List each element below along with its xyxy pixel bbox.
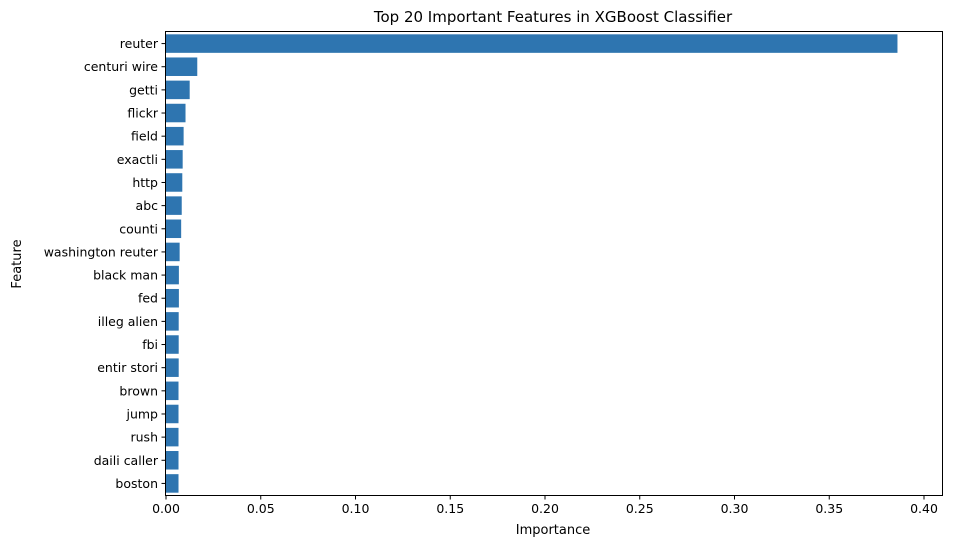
chart-title: Top 20 Important Features in XGBoost Cla… (373, 8, 733, 26)
y-tick-label: washington reuter (44, 244, 159, 259)
bar (166, 103, 186, 123)
x-tick-label: 0.10 (342, 501, 370, 516)
y-tick-label: flickr (127, 106, 158, 121)
bar (166, 427, 179, 447)
bar (166, 451, 179, 470)
x-tick-label: 0.30 (721, 501, 749, 516)
y-tick-label: centuri wire (84, 59, 158, 74)
bar (166, 381, 179, 401)
y-tick-label: black man (93, 268, 158, 283)
bar (166, 173, 183, 192)
x-tick-label: 0.15 (436, 501, 464, 516)
y-tick-label: getti (129, 82, 158, 97)
x-tick-label: 0.35 (815, 501, 843, 516)
bar (166, 312, 179, 331)
x-tick-label: 0.05 (247, 501, 275, 516)
x-axis-label: Importance (516, 523, 591, 538)
bar (166, 219, 182, 239)
y-tick-label: fed (138, 291, 158, 306)
bar (166, 150, 183, 169)
x-tick-label: 0.40 (910, 501, 938, 516)
y-tick-label: daili caller (94, 453, 159, 468)
y-tick-label: field (131, 129, 158, 144)
bar (166, 242, 180, 262)
bar (166, 126, 184, 146)
bar (166, 34, 898, 53)
y-axis-label: Feature (10, 239, 25, 288)
y-tick-label: abc (136, 198, 159, 213)
bar (166, 288, 179, 308)
y-tick-label: jump (125, 406, 158, 421)
plot-frame (165, 31, 943, 496)
x-ticks: 0.00 0.05 0.10 0.15 0.20 0.25 0.30 0.35 0.40 (152, 495, 938, 516)
y-tick-label: brown (119, 383, 158, 398)
y-tick-label: fbi (142, 337, 158, 352)
y-tick-label: reuter (120, 36, 159, 51)
y-tick-label: http (132, 175, 158, 190)
bars (166, 34, 898, 493)
bar (166, 196, 182, 215)
y-tick-label: entir stori (97, 360, 158, 375)
bar (166, 335, 179, 354)
y-tick-label: illeg alien (98, 314, 158, 329)
x-tick-label: 0.00 (152, 501, 180, 516)
bar (166, 80, 190, 100)
bar (166, 265, 179, 285)
bar (166, 57, 198, 76)
y-tick-label: boston (115, 476, 158, 491)
y-tick-label: counti (119, 221, 158, 236)
bar (166, 404, 179, 424)
x-tick-label: 0.25 (626, 501, 654, 516)
y-tick-label: rush (131, 430, 159, 445)
x-tick-label: 0.20 (531, 501, 559, 516)
bar (166, 474, 179, 493)
y-ticks: reuter centuri wire getti flickr field exactl… (44, 36, 166, 491)
bar (166, 358, 179, 377)
y-tick-label: exactli (117, 152, 158, 167)
